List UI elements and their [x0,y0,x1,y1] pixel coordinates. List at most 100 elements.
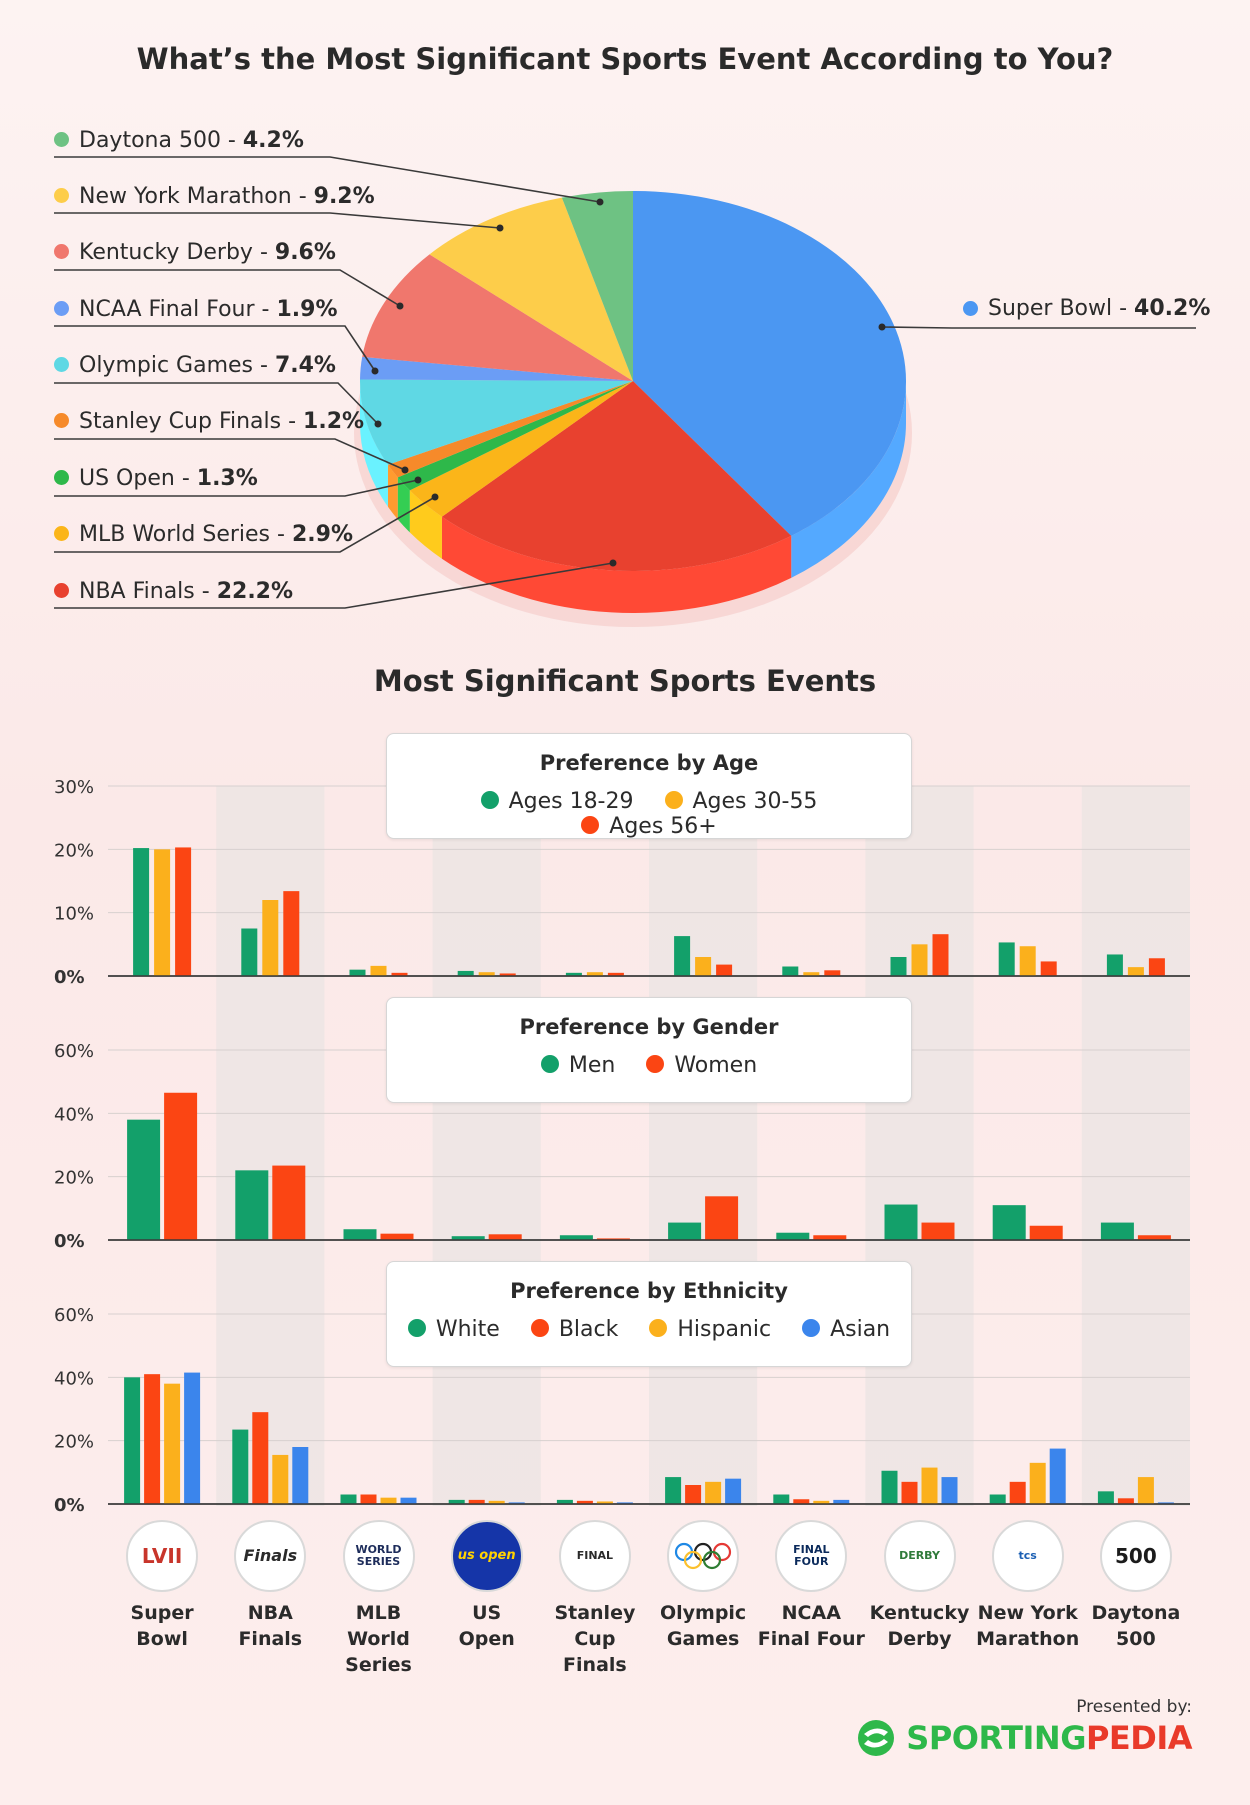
bar [262,900,279,976]
bar [457,970,474,976]
bar [1117,1498,1134,1504]
legend-ethnicity: Preference by Ethnicity White Black Hisp… [386,1261,912,1367]
bar [884,1204,918,1240]
event-label: Olympic Games [659,1602,747,1650]
pie-legend-item: NBA Finals - 22.2% [54,579,293,619]
bar [488,1234,522,1240]
y-tick-label: 40% [54,1104,94,1125]
bar [499,973,516,976]
bar [813,1235,847,1240]
bar [451,1236,485,1240]
bar [793,1499,810,1504]
pie-legend-item: US Open - 1.3% [54,466,258,506]
bar [235,1170,269,1240]
pie-slice [359,379,633,465]
bar [184,1372,201,1504]
bar [349,969,366,976]
bar [776,1232,810,1240]
legend-dot [54,187,69,203]
event-label: MLB World Series [345,1602,412,1676]
column-band [865,786,974,1506]
legend-dot [54,412,69,428]
legend-dot [54,582,69,598]
pie-slice [409,381,633,517]
bar [1100,1222,1134,1240]
bar [232,1429,249,1504]
pie-slice-side [441,516,792,613]
pie-slice [387,381,633,478]
bar [380,1497,397,1504]
bar [124,1377,141,1504]
bar [992,1205,1026,1240]
y-tick-label: 10% [54,904,94,925]
y-tick-label: 0% [54,967,85,988]
bar [565,972,582,976]
bar [941,1477,958,1504]
pie-slice [633,191,907,536]
bar [340,1494,357,1504]
pie-leader-line [54,212,501,229]
event-logo: LVII [126,1520,199,1592]
bar [932,934,949,976]
pie-leader-dot [396,302,404,310]
bar [400,1497,417,1504]
pie-slice [360,356,633,381]
event-label: NCAA Final Four [757,1602,865,1650]
event-label: Kentucky Derby [869,1602,970,1650]
bar [272,1454,289,1504]
legend-dot [54,356,69,372]
pie-legend-item: Stanley Cup Finals - 1.2% [54,409,364,449]
bar [1137,1477,1154,1504]
pie-leader-dot [431,493,439,501]
event-logo: DERBY [883,1520,956,1592]
pie-slice [561,191,633,381]
pie-leader-dot [596,198,604,206]
pie-leader-dot [878,323,886,331]
bar [833,1499,850,1504]
pie-leader-dot [401,466,409,474]
brand-logo: SPORTINGPEDIA [854,1718,1193,1758]
pie-legend-item: Daytona 500 - 4.2% [54,128,304,168]
bar [989,1494,1006,1504]
legend-item: Ages 56+ [581,814,717,839]
legend-item: Ages 18-29 [480,789,634,814]
legend-item: Ages 30-55 [664,789,817,814]
bar [725,1478,742,1504]
bar [998,942,1015,976]
bar [782,966,799,976]
y-tick-label: 40% [54,1368,94,1389]
event-logo: FINAL [558,1520,631,1592]
y-tick-label: 0% [54,1231,85,1252]
bar [144,1374,161,1504]
bar [824,970,841,976]
bar [343,1229,377,1240]
bar [1148,958,1165,976]
bar [370,965,387,976]
legend-dot [54,469,69,485]
pie-leader-dot [371,367,379,375]
pie-leader-dot [609,559,617,567]
event-label: Daytona 500 [1091,1602,1181,1650]
legend-dot [54,525,69,541]
legend-item: Black [530,1317,618,1342]
y-tick-label: 20% [54,840,94,861]
bar [488,1500,505,1504]
column-band [1081,786,1190,1506]
event-label: US Open [458,1602,515,1650]
bar [1009,1481,1026,1504]
bar [881,1470,898,1504]
event-logo: Finals [234,1520,307,1592]
presented-by-label: Presented by: [1076,1697,1192,1717]
pie-chart [54,156,1196,627]
legend-item: Men [540,1053,615,1078]
pie-leader-line [54,269,401,307]
bar [1049,1448,1066,1504]
bar [773,1494,790,1504]
bar [241,928,258,976]
brand-icon [858,1720,895,1756]
pie-leader-line [54,438,406,471]
pie-slice-side [791,381,906,578]
bar [283,891,300,976]
bar [448,1499,465,1504]
